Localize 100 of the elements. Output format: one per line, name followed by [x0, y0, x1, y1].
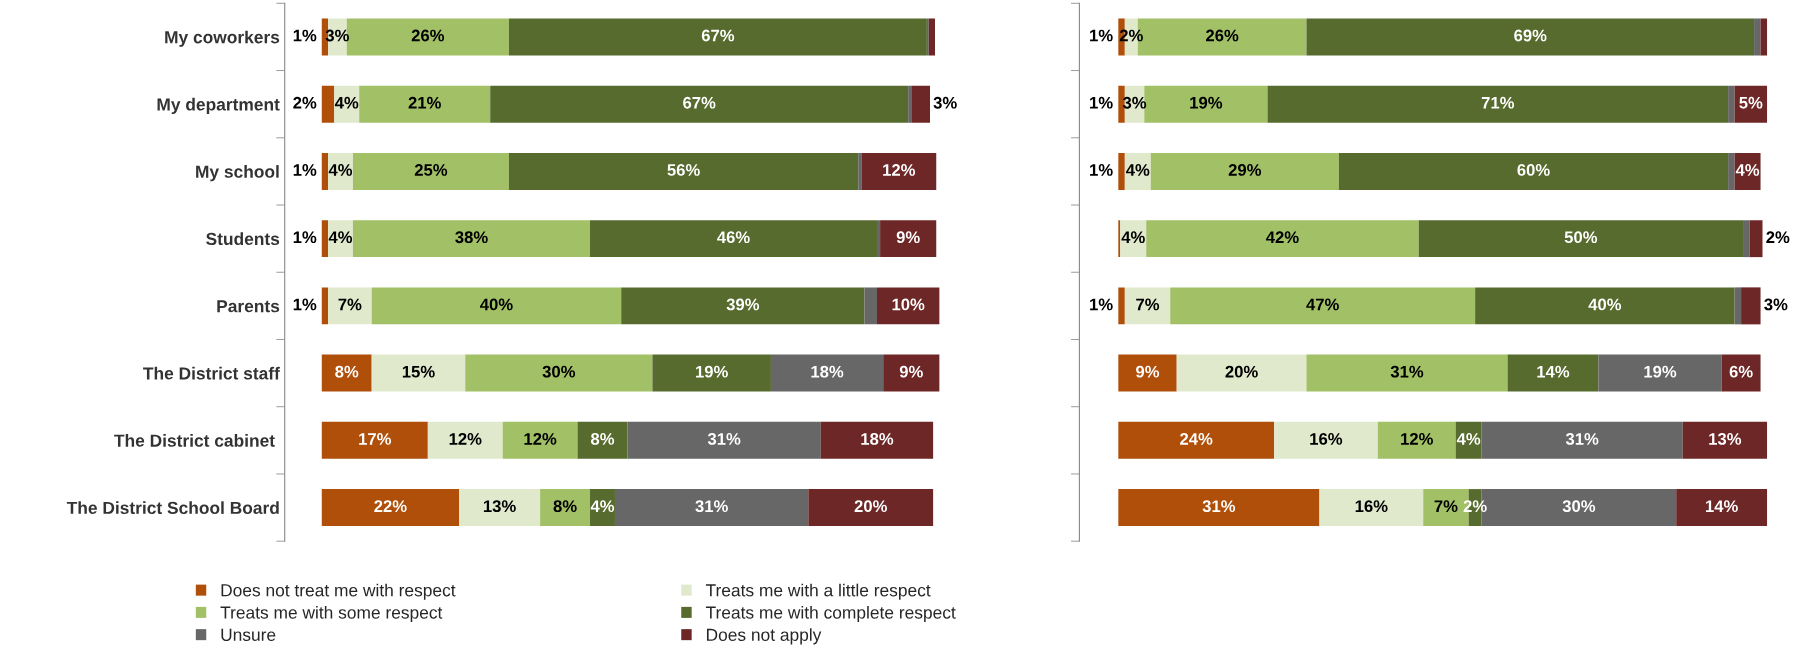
legend-label: Does not treat me with respect — [221, 583, 456, 600]
data-label: 40% — [1588, 298, 1622, 311]
bar — [1319, 489, 1424, 527]
data-label: 31% — [1202, 500, 1236, 513]
data-label: 4% — [1121, 231, 1145, 244]
bar — [321, 287, 329, 325]
data-label: 17% — [359, 433, 392, 445]
data-label: 3% — [933, 96, 957, 109]
data-label: 12% — [1401, 433, 1433, 445]
data-label: 1% — [293, 164, 317, 176]
bar — [321, 85, 335, 123]
data-label: 7% — [1434, 500, 1458, 513]
bar — [540, 489, 591, 527]
data-label: 12% — [449, 433, 482, 445]
bar — [508, 152, 859, 190]
bar — [621, 287, 865, 325]
data-label: 1% — [1090, 298, 1113, 311]
bar — [465, 354, 653, 392]
y-tick-label: My school — [196, 165, 279, 182]
data-label: 39% — [726, 298, 760, 311]
legend-label: Unsure — [221, 628, 276, 641]
data-label: 8% — [590, 433, 615, 445]
data-label: 56% — [667, 164, 700, 176]
data-label: 30% — [542, 365, 576, 378]
bar — [371, 354, 466, 392]
data-label: 1% — [1090, 96, 1113, 109]
bar — [1118, 85, 1125, 123]
bar — [1481, 421, 1683, 459]
data-label: 4% — [328, 231, 353, 244]
bar — [627, 421, 821, 459]
data-label: 2% — [293, 96, 317, 109]
bar — [1176, 354, 1307, 392]
data-label: 22% — [374, 500, 407, 513]
bar — [808, 489, 934, 527]
data-label: 9% — [896, 231, 920, 244]
bar — [1377, 421, 1456, 459]
data-label: 2% — [1766, 231, 1790, 244]
data-label: 1% — [293, 29, 317, 42]
data-label: 20% — [1225, 365, 1258, 378]
bar — [1118, 421, 1275, 459]
data-label: 31% — [1565, 433, 1599, 445]
data-label: 14% — [1706, 500, 1738, 513]
bar — [1118, 287, 1125, 325]
data-label: 12% — [524, 433, 557, 445]
bar — [880, 220, 937, 258]
data-label: 31% — [695, 500, 728, 513]
bar — [883, 354, 940, 392]
data-label: 5% — [1739, 96, 1763, 109]
bar — [1760, 18, 1768, 56]
bar — [1118, 152, 1125, 190]
bar — [908, 85, 912, 123]
bar — [1754, 18, 1761, 56]
data-label: 26% — [1206, 29, 1239, 42]
y-tick-label: The District staff — [143, 366, 280, 380]
bar — [1749, 220, 1763, 258]
bar — [502, 421, 578, 459]
data-label: 1% — [1090, 29, 1113, 42]
data-label: 15% — [402, 365, 435, 378]
data-label: 4% — [334, 96, 359, 109]
bar — [359, 85, 491, 123]
bar — [321, 152, 329, 190]
bar — [1150, 152, 1339, 190]
data-label: 4% — [590, 500, 615, 513]
bar — [1118, 354, 1177, 392]
data-label: 19% — [696, 365, 728, 378]
bar — [1598, 354, 1722, 392]
data-label: 1% — [1090, 164, 1113, 176]
data-label: 16% — [1355, 500, 1388, 513]
bar — [1475, 287, 1735, 325]
bar — [577, 421, 628, 459]
data-label: 4% — [328, 164, 353, 176]
bar — [861, 152, 937, 190]
bar — [1743, 220, 1750, 258]
bar — [1734, 287, 1742, 325]
bar — [1170, 287, 1476, 325]
bar — [911, 85, 931, 123]
data-label: 69% — [1514, 29, 1547, 42]
bar — [1676, 489, 1768, 527]
bar — [321, 489, 460, 527]
data-label: 47% — [1306, 298, 1339, 311]
y-tick-label: Students — [206, 232, 280, 246]
data-label: 71% — [1481, 96, 1515, 109]
bar — [652, 354, 771, 392]
bar — [1306, 18, 1755, 56]
data-label: 19% — [1190, 96, 1223, 109]
data-label: 13% — [483, 500, 516, 513]
bar — [352, 220, 591, 258]
data-label: 6% — [1729, 365, 1753, 378]
data-label: 10% — [892, 298, 925, 311]
bar — [770, 354, 884, 392]
data-label: 3% — [1764, 298, 1788, 311]
data-label: 24% — [1180, 433, 1213, 445]
bar — [1728, 85, 1735, 123]
data-label: 18% — [861, 433, 894, 445]
bar — [876, 287, 940, 325]
bar — [876, 220, 881, 258]
data-label: 20% — [854, 500, 887, 513]
bar — [1507, 354, 1599, 392]
data-label: 14% — [1537, 365, 1570, 378]
bar — [1741, 287, 1761, 325]
